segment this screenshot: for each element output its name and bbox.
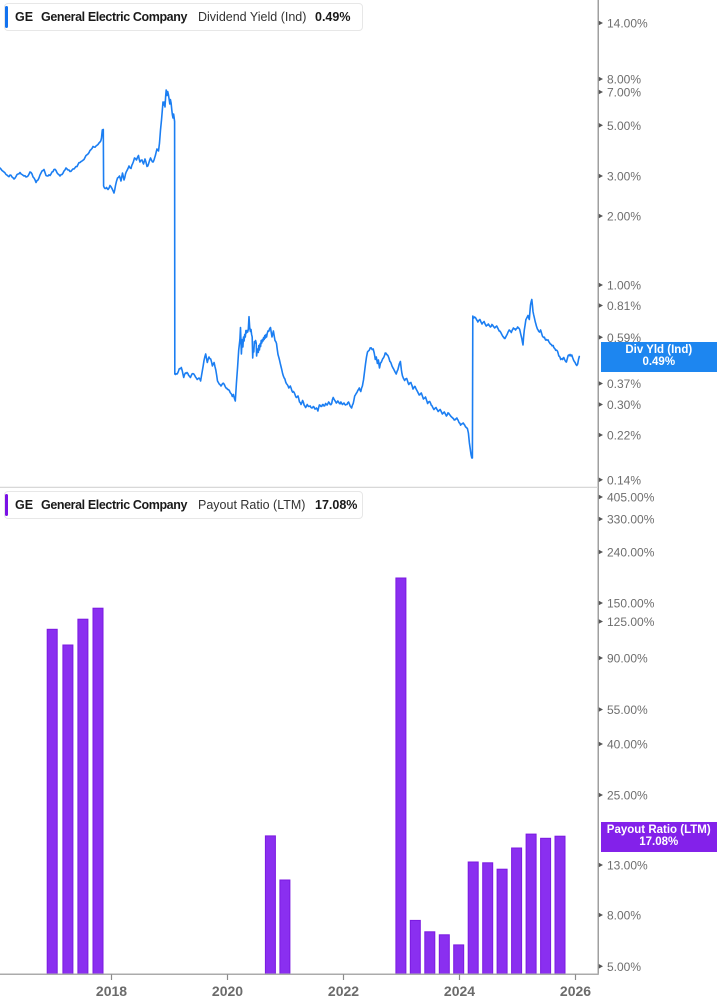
svg-text:5.00%: 5.00% (607, 960, 641, 974)
svg-text:0.14%: 0.14% (607, 473, 641, 487)
svg-text:0.59%: 0.59% (607, 331, 641, 345)
svg-text:2.00%: 2.00% (607, 210, 641, 224)
svg-text:2020: 2020 (212, 983, 243, 999)
svg-text:0.37%: 0.37% (607, 377, 641, 391)
svg-text:240.00%: 240.00% (607, 546, 655, 560)
svg-text:55.00%: 55.00% (607, 703, 648, 717)
svg-text:90.00%: 90.00% (607, 652, 648, 666)
svg-text:2026: 2026 (560, 983, 591, 999)
svg-text:2022: 2022 (328, 983, 359, 999)
svg-text:40.00%: 40.00% (607, 738, 648, 752)
svg-text:7.00%: 7.00% (607, 86, 641, 100)
svg-text:2018: 2018 (96, 983, 127, 999)
svg-text:3.00%: 3.00% (607, 170, 641, 184)
svg-text:405.00%: 405.00% (607, 491, 655, 505)
svg-text:0.22%: 0.22% (607, 429, 641, 443)
svg-text:8.00%: 8.00% (607, 73, 641, 87)
svg-text:1.00%: 1.00% (607, 279, 641, 293)
svg-text:14.00%: 14.00% (607, 17, 648, 31)
svg-text:13.00%: 13.00% (607, 859, 648, 873)
svg-text:125.00%: 125.00% (607, 615, 655, 629)
svg-text:0.81%: 0.81% (607, 299, 641, 313)
svg-text:2024: 2024 (444, 983, 475, 999)
svg-text:25.00%: 25.00% (607, 789, 648, 803)
svg-text:0.30%: 0.30% (607, 398, 641, 412)
svg-text:150.00%: 150.00% (607, 597, 655, 611)
svg-text:5.00%: 5.00% (607, 119, 641, 133)
svg-text:8.00%: 8.00% (607, 909, 641, 923)
svg-text:330.00%: 330.00% (607, 513, 655, 527)
